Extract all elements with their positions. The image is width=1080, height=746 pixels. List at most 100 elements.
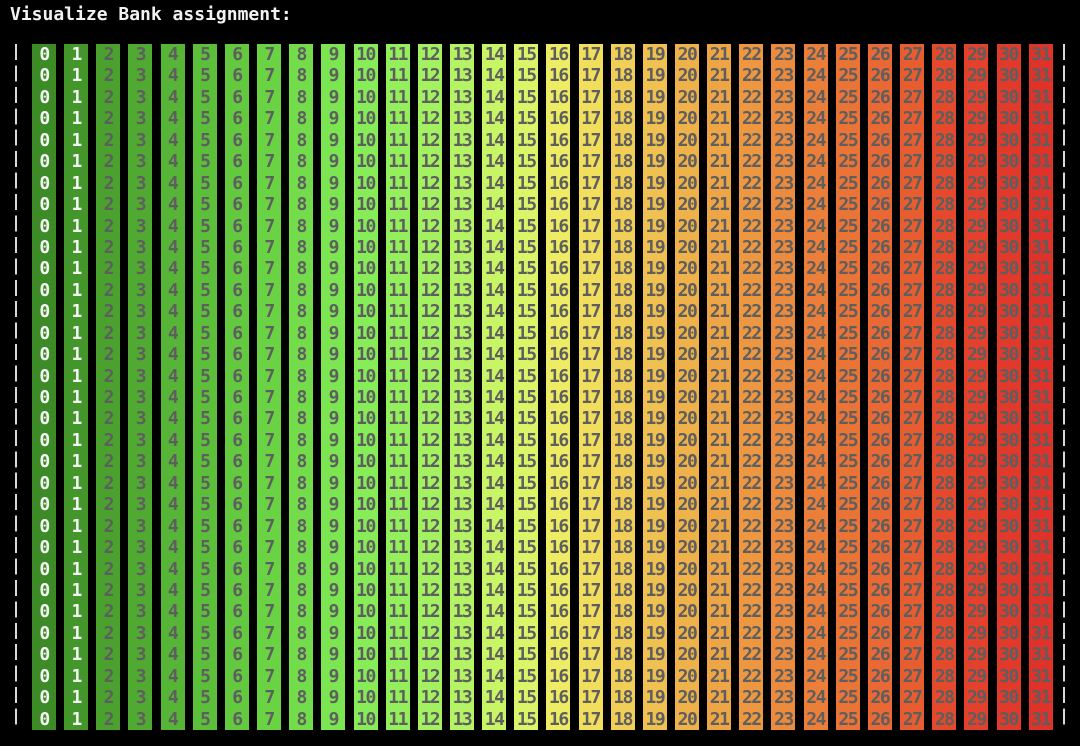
bank-cell: 24 xyxy=(806,601,826,623)
bank-cell: 17 xyxy=(581,537,601,559)
bank-cell: 0 xyxy=(39,65,50,87)
bank-cell: 2 xyxy=(103,279,115,301)
bank-cell: 6 xyxy=(232,708,243,730)
bank-column-16: 16 16 16 16 16 16 16 16 16 16 16 16 16 16 16 16 16 16 16 16… xyxy=(546,44,571,730)
bank-cell: 18 xyxy=(613,258,633,280)
bank-cell: 27 xyxy=(902,279,923,301)
bank-cell: 18 xyxy=(613,236,633,258)
bank-cell: 31 xyxy=(1031,622,1051,644)
bank-cell: 7 xyxy=(264,622,275,644)
bank-cell: 24 xyxy=(806,365,826,387)
bank-cell: 3 xyxy=(135,558,147,580)
bank-cell: 18 xyxy=(613,44,633,65)
bank-cell: 0 xyxy=(39,429,50,451)
bank-cell: 13 xyxy=(452,215,473,237)
bank-cell: 18 xyxy=(613,322,633,344)
bank-cell: 11 xyxy=(388,644,408,666)
bank-cell: 13 xyxy=(452,665,473,687)
bank-cell: 3 xyxy=(135,579,147,601)
bank-cell: 22 xyxy=(741,515,762,537)
bank-cell: 14 xyxy=(484,687,505,709)
bank-cell: 2 xyxy=(103,579,115,601)
bank-cell: 25 xyxy=(838,408,858,430)
bank-cell: 30 xyxy=(999,236,1019,258)
bank-column-26: 26 26 26 26 26 26 26 26 26 26 26 26 26 26 26 26 26 26 26 26… xyxy=(867,44,892,730)
bank-cell: 24 xyxy=(806,236,826,258)
bank-cell: 13 xyxy=(452,129,473,151)
bank-cell: 31 xyxy=(1031,108,1051,130)
bank-cell: 11 xyxy=(388,258,408,280)
bank-cell: 30 xyxy=(999,301,1019,323)
bank-cell: 27 xyxy=(902,429,923,451)
bank-cell: 26 xyxy=(870,494,891,516)
bank-cell: 25 xyxy=(838,665,858,687)
bank-cell: 9 xyxy=(328,472,340,494)
bank-cell: 23 xyxy=(774,387,794,408)
bank-cell: 8 xyxy=(296,172,308,194)
bank-cell: 15 xyxy=(516,108,537,130)
bank-cell: 22 xyxy=(741,194,762,216)
bank-cell: 30 xyxy=(999,44,1019,65)
bank-cell: 12 xyxy=(420,515,440,537)
bank-cell: 8 xyxy=(296,44,308,65)
bank-cell: 17 xyxy=(581,451,601,473)
bank-cell: 10 xyxy=(356,301,376,323)
bank-cell: 23 xyxy=(774,322,794,344)
bank-cell: 26 xyxy=(870,344,891,366)
bank-cell: 10 xyxy=(356,44,376,65)
bank-cell: 16 xyxy=(549,558,569,580)
bank-cell: 29 xyxy=(967,494,987,516)
bank-cell: 27 xyxy=(902,387,923,408)
bank-cell: 16 xyxy=(549,258,569,280)
bank-cell: 6 xyxy=(232,537,243,559)
bank-cell: 18 xyxy=(613,86,633,108)
bank-cell: 12 xyxy=(420,622,440,644)
bank-cell: 31 xyxy=(1031,44,1051,65)
bank-cell: 3 xyxy=(135,644,147,666)
bank-cell: 6 xyxy=(232,65,243,87)
bank-cell: 28 xyxy=(934,322,955,344)
bank-cell: 21 xyxy=(709,558,730,580)
bank-cell: 10 xyxy=(356,515,376,537)
bank-cell: 28 xyxy=(934,644,955,666)
bank-cell: 28 xyxy=(934,687,955,709)
bank-cell: 24 xyxy=(806,279,826,301)
bank-cell: 21 xyxy=(709,494,730,516)
bank-cell: 23 xyxy=(774,301,794,323)
bank-cell: 26 xyxy=(870,108,891,130)
bank-cell: 18 xyxy=(613,472,633,494)
bank-cell: 31 xyxy=(1031,129,1051,151)
bank-cell: 19 xyxy=(645,151,666,173)
bank-cell: 2 xyxy=(103,644,115,666)
bank-cell: 2 xyxy=(103,65,115,87)
bank-cell: 3 xyxy=(135,151,147,173)
bank-cell: 23 xyxy=(774,494,794,516)
bank-cell: 25 xyxy=(838,472,858,494)
bank-cell: 15 xyxy=(516,537,537,559)
bank-cell: 3 xyxy=(135,129,147,151)
bank-cell: 5 xyxy=(200,344,211,366)
bank-cell: 8 xyxy=(296,472,308,494)
bank-cell: 31 xyxy=(1031,258,1051,280)
bank-cell: 24 xyxy=(806,408,826,430)
bank-cell: 24 xyxy=(806,515,826,537)
bank-cell: 22 xyxy=(741,429,762,451)
bank-cell: 27 xyxy=(902,644,923,666)
bank-cell: 5 xyxy=(200,622,211,644)
bank-column-27: 27 27 27 27 27 27 27 27 27 27 27 27 27 27 27 27 27 27 27 27… xyxy=(900,44,925,730)
bank-cell: 20 xyxy=(677,687,698,709)
bank-cell: 14 xyxy=(484,408,505,430)
bank-cell: 4 xyxy=(167,644,179,666)
bank-cell: 11 xyxy=(388,194,408,216)
bank-cell: 5 xyxy=(200,472,211,494)
bank-cell: 23 xyxy=(774,194,794,216)
bank-cell: 10 xyxy=(356,322,376,344)
bank-cell: 11 xyxy=(388,129,408,151)
bank-cell: 3 xyxy=(135,172,147,194)
bank-cell: 29 xyxy=(967,322,987,344)
bank-cell: 20 xyxy=(677,215,698,237)
bank-cell: 16 xyxy=(549,301,569,323)
bank-cell: 7 xyxy=(264,429,275,451)
bank-cell: 25 xyxy=(838,622,858,644)
bank-cell: 1 xyxy=(71,429,82,451)
